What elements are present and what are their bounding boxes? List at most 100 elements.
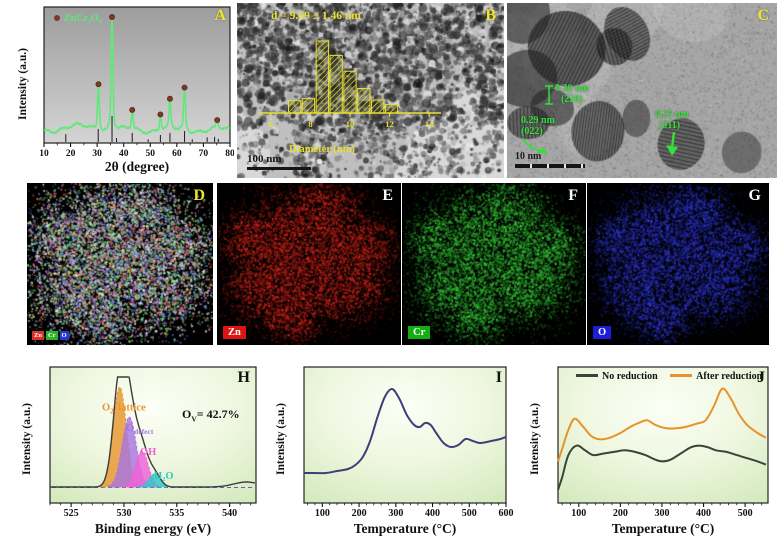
panel-i-tpr: 100 200 300 400 500 600 Intensity (a.u.) Temp… [266,361,516,543]
legend-swatch-o: O [59,331,69,340]
panel-label-g: G [748,187,761,204]
legend-label-after-reduction: After reduction [696,371,763,382]
peak-label-h2o: H₂O [154,471,174,482]
legend-line-no-reduction [576,374,598,378]
plane-index-text: (311) [659,120,681,131]
svg-text:8: 8 [308,119,312,129]
panel-label-c: C [757,7,769,24]
svg-text:100: 100 [571,508,586,519]
eds-legend: Zn Cr O [32,322,71,340]
svg-text:300: 300 [654,508,669,519]
i-x-axis-label: Temperature (°C) [353,521,457,536]
j-y-axis-label: Intensity (a.u.) [529,403,541,475]
panel-h-xps: 525 530 535 540 O2−lattice Odefect OH H₂O O… [14,361,264,543]
plane-index-text: (220) [561,94,583,105]
scalebar-ruler [515,164,585,168]
scalebar-line [247,167,311,170]
tem-image [237,3,504,178]
panel-c-hrtem: 0.30 nm (220) 0.29 nm (022) 0.25 nm (311… [507,3,777,178]
curved-arrow-icon [522,138,548,154]
down-arrow-icon [666,131,678,156]
panel-label-h: H [237,369,250,386]
svg-text:400: 400 [696,508,711,519]
phase-label: ZnCr₂O₄ [64,13,102,24]
i-y-axis-label: Intensity (a.u.) [275,403,287,475]
d-spacing-text: 0.30 nm [555,83,589,94]
panel-label-j: J [757,369,765,386]
legend-swatch-cr: Cr [45,331,58,340]
svg-text:200: 200 [352,508,367,519]
o-element-map [587,183,769,345]
lattice-annotation-2: 0.29 nm (022) [521,115,555,160]
panel-a-xrd: 10 20 30 40 50 60 70 80 ZnCr₂O₄ Intensity (a.u.… [8,3,235,180]
element-tag-cr: Cr [408,326,431,339]
xrd-chart: 10 20 30 40 50 60 70 80 [39,6,235,159]
d-spacing-text: 0.25 nm [655,109,689,120]
scalebar-10nm: 10 nm [515,151,585,168]
scalebar-text: 100 nm [247,153,282,165]
lattice-annotation-3: 0.25 nm (311) [655,109,689,160]
svg-text:60: 60 [172,149,182,159]
scalebar-100nm: 100 nm [247,153,311,170]
h-y-axis-label: Intensity (a.u.) [21,403,33,475]
d-spacing-text: 0.29 nm [521,115,555,126]
svg-text:600: 600 [499,508,514,519]
histogram-x-label: Diameter (nm) [289,144,355,155]
panel-label-e: E [382,187,393,204]
eds-composite-map [27,183,213,345]
mean-diameter-annotation: d = 9.69 ± 1.46 nm [271,10,361,22]
chart-legend: No reduction After reduction [576,371,762,382]
size-histogram: 6 8 10 12 14 [259,40,441,129]
oxygen-vacancy-annotation: OV= 42.7% [182,407,240,424]
a-x-axis-label: 2θ (degree) [104,159,170,174]
peak-marker-icon [54,15,60,21]
svg-text:530: 530 [116,508,131,519]
cr-element-map [402,183,586,345]
xps-chart: 525 530 535 540 [49,366,257,519]
svg-text:40: 40 [119,149,129,159]
svg-text:540: 540 [222,508,237,519]
panel-d-eds-composite: Zn Cr O D [27,183,213,345]
svg-text:6: 6 [269,119,273,129]
svg-text:535: 535 [169,508,184,519]
svg-text:200: 200 [613,508,628,519]
svg-text:400: 400 [425,508,440,519]
panel-label-f: F [568,187,578,204]
hrtem-image [507,3,777,178]
comparison-chart: 100 200 300 400 500 [557,366,769,519]
panel-j-comparison: 100 200 300 400 500 No reduction After reduc… [518,361,777,543]
svg-text:525: 525 [64,508,79,519]
tpr-chart: 100 200 300 400 500 600 [303,366,514,519]
svg-text:100: 100 [315,508,330,519]
panel-label-d: D [193,187,205,204]
zn-element-map [217,183,401,345]
svg-text:50: 50 [146,149,156,159]
svg-text:20: 20 [66,149,76,159]
peak-label-oh: OH [140,447,157,458]
panel-g-o-map: O G [587,183,769,345]
svg-text:12: 12 [385,119,394,129]
legend-swatch-zn: Zn [32,331,44,340]
svg-text:10: 10 [39,149,49,159]
panel-e-zn-map: Zn E [217,183,401,345]
svg-text:70: 70 [199,149,209,159]
panel-f-cr-map: Cr F [402,183,586,345]
svg-text:80: 80 [225,149,234,159]
panel-label-b: B [485,7,496,24]
d-spacing-arrow-icon [545,85,553,105]
element-tag-o: O [593,326,612,339]
svg-text:500: 500 [738,508,753,519]
svg-text:14: 14 [425,119,434,129]
peak-label-defect: Odefect [126,423,154,437]
j-x-axis-label: Temperature (°C) [611,521,715,536]
svg-text:300: 300 [388,508,403,519]
scalebar-text: 10 nm [515,151,542,162]
legend-label-no-reduction: No reduction [602,371,658,382]
h-x-axis-label: Binding energy (eV) [94,521,212,536]
lattice-annotation-1: 0.30 nm (220) [545,83,589,105]
legend-line-after-reduction [670,374,693,378]
a-y-axis-label: Intensity (a.u.) [17,48,29,120]
panel-label-a: A [214,7,226,24]
peak-label-lattice: O2−lattice [102,399,146,416]
